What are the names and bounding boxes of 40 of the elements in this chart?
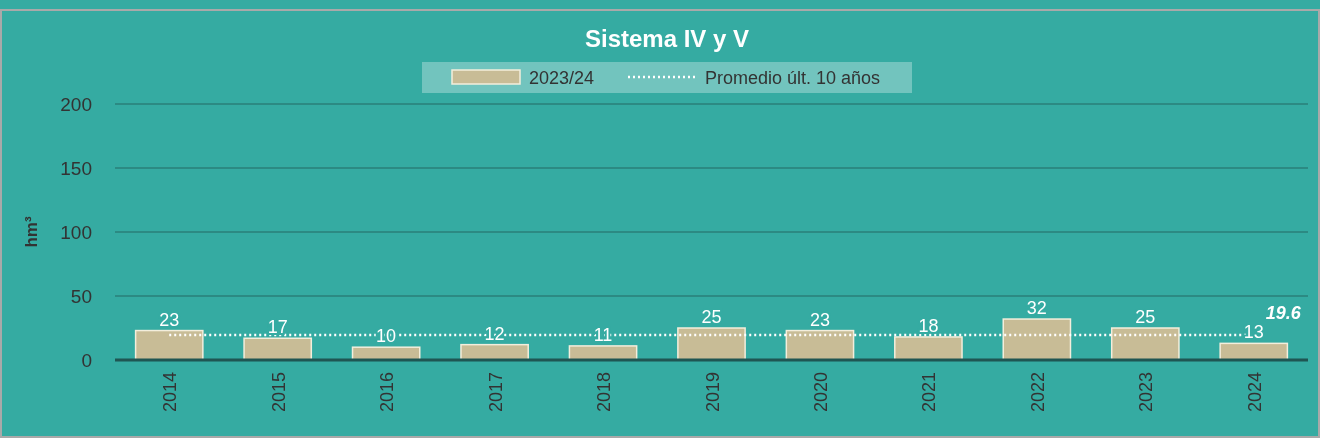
data-label: 18 [918,315,939,336]
y-tick-label: 200 [60,94,92,115]
x-tick-label: 2022 [1027,372,1048,413]
x-tick-label: 2019 [702,372,723,413]
x-tick-label: 2014 [160,372,181,413]
y-tick-label: 0 [81,350,92,371]
x-tick-label: 2024 [1244,372,1265,413]
x-tick-label: 2018 [594,372,615,413]
x-tick-label: 2017 [485,372,506,413]
data-label: 25 [701,307,722,327]
bar [785,329,855,361]
bar [351,346,421,361]
data-label: 13 [1243,322,1264,343]
data-label: 17 [267,317,288,338]
y-tick-label: 100 [60,222,92,243]
bar [1002,318,1072,361]
data-label: 32 [1026,298,1047,319]
bar [1110,327,1180,361]
y-axis-title: hm³ [22,216,41,248]
legend-label: 2023/24 [529,68,595,88]
x-tick-label: 2020 [810,372,831,413]
bar [894,336,963,361]
x-tick-label: 2015 [268,372,289,413]
x-tick-label: 2023 [1136,372,1157,413]
data-label: 11 [593,324,613,345]
data-label: 12 [484,323,505,344]
data-label: 25 [1135,307,1156,327]
x-tick-label: 2016 [377,372,398,413]
y-tick-label: 50 [70,286,92,307]
data-label: 23 [159,309,180,330]
bar [134,329,204,361]
bar [243,337,313,361]
data-label: 10 [376,326,397,347]
data-label: 19.6 [1265,302,1302,323]
x-tick-label: 2021 [919,372,940,413]
bar [677,327,746,361]
chart-title: Sistema IV y V [584,25,750,52]
data-label: 23 [809,309,830,330]
legend-label: Promedio últ. 10 años [705,68,881,88]
y-tick-label: 150 [60,158,92,179]
